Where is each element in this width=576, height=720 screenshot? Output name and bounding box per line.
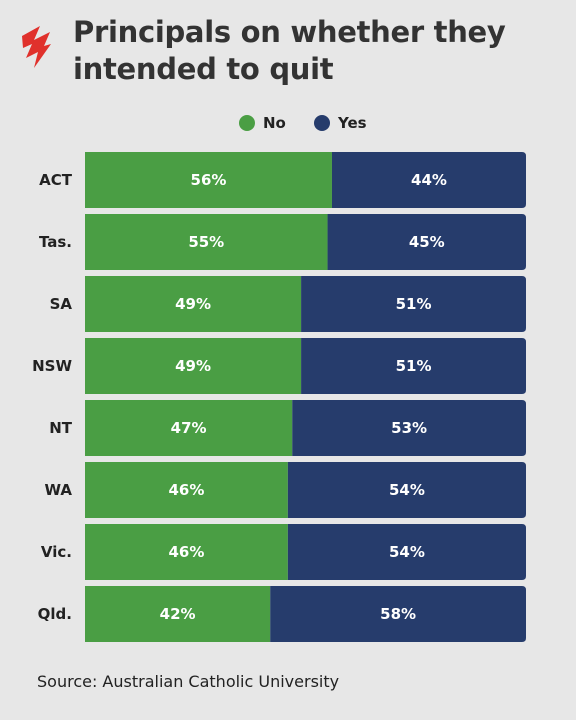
category-label-vic: Vic. [41,543,72,561]
value-label-no-qld: 42% [160,605,196,623]
category-label-act: ACT [39,171,73,189]
value-label-yes-tas: 45% [409,233,445,251]
value-label-no-act: 56% [191,171,227,189]
bar-yes-act [331,152,526,208]
category-label-nsw: NSW [32,357,72,375]
bar-yes-qld [270,586,526,642]
bar-row-tas [85,214,526,270]
legend-swatch-no [239,115,255,131]
legend-label-yes: Yes [338,114,367,132]
value-label-yes-nt: 53% [391,419,427,437]
bar-no-tas [85,214,328,270]
category-label-sa: SA [50,295,73,313]
bar-yes-nsw [301,338,526,394]
value-label-yes-qld: 58% [380,605,416,623]
bar-no-wa [85,462,288,518]
chart-title: Principals on whether they intended to q… [73,15,506,86]
bar-no-nt [85,400,293,456]
value-label-no-tas: 55% [188,233,224,251]
value-label-yes-wa: 54% [389,481,425,499]
bar-row-sa [85,276,526,332]
bar-yes-vic [287,524,526,580]
category-label-nt: NT [49,419,73,437]
bar-no-nsw [85,338,302,394]
legend-swatch-yes [314,115,330,131]
category-label-wa: WA [45,481,73,499]
bar-yes-tas [327,214,526,270]
value-label-no-sa: 49% [175,295,211,313]
bar-row-nt [85,400,526,456]
bar-no-qld [85,586,271,642]
bar-no-sa [85,276,302,332]
bar-row-nsw [85,338,526,394]
value-label-yes-vic: 54% [389,543,425,561]
bar-yes-wa [287,462,526,518]
bar-row-act [85,152,526,208]
value-label-yes-nsw: 51% [396,357,432,375]
legend-label-no: No [263,114,286,132]
source-note: Source: Australian Catholic University [37,672,340,691]
value-label-no-nt: 47% [171,419,207,437]
value-label-yes-sa: 51% [396,295,432,313]
value-label-no-wa: 46% [168,481,204,499]
category-label-tas: Tas. [39,233,72,251]
value-label-no-nsw: 49% [175,357,211,375]
bar-row-vic [85,524,526,580]
value-label-no-vic: 46% [168,543,204,561]
sbs-logo-icon [22,26,51,68]
bar-row-qld [85,586,526,642]
bar-no-act [85,152,332,208]
legend: No Yes [0,113,576,133]
value-label-yes-act: 44% [411,171,447,189]
bar-no-vic [85,524,288,580]
bar-yes-nt [292,400,526,456]
bar-yes-sa [301,276,526,332]
category-label-qld: Qld. [38,605,72,623]
bar-row-wa [85,462,526,518]
legend-item-yes: Yes [314,113,367,133]
legend-item-no: No [239,113,286,133]
